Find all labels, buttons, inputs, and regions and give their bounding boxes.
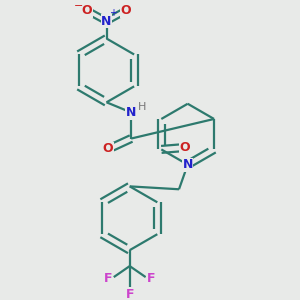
Text: F: F: [125, 288, 134, 300]
Text: +: +: [109, 8, 117, 18]
Text: O: O: [82, 4, 92, 17]
Text: O: O: [121, 4, 131, 17]
Text: F: F: [104, 272, 113, 285]
Text: N: N: [101, 15, 112, 28]
Text: N: N: [182, 158, 193, 171]
Text: F: F: [147, 272, 155, 285]
Text: O: O: [179, 142, 190, 154]
Text: O: O: [103, 142, 113, 155]
Text: N: N: [126, 106, 136, 119]
Text: H: H: [138, 102, 146, 112]
Text: −: −: [74, 1, 83, 11]
